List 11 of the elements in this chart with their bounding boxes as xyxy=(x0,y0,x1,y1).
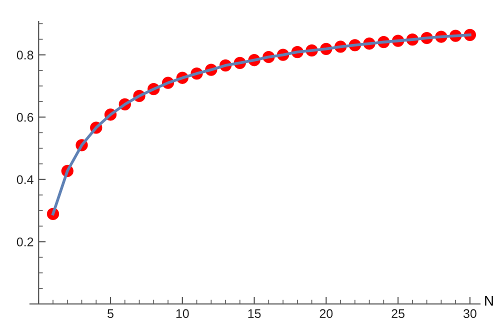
y-tick-label: 0.8 xyxy=(16,50,34,60)
x-tick-label: 20 xyxy=(320,309,333,318)
x-tick-label: 15 xyxy=(248,309,261,318)
x-axis-title: N xyxy=(485,296,493,306)
x-tick-label: 5 xyxy=(108,309,114,318)
y-tick-label: 0.2 xyxy=(16,238,34,246)
x-tick-label: 25 xyxy=(392,309,404,318)
x-tick-label: 30 xyxy=(463,309,476,318)
y-tick-label: 0.6 xyxy=(16,112,34,122)
y-tick-label: 0.4 xyxy=(16,175,34,184)
x-tick-label: 10 xyxy=(176,309,189,318)
